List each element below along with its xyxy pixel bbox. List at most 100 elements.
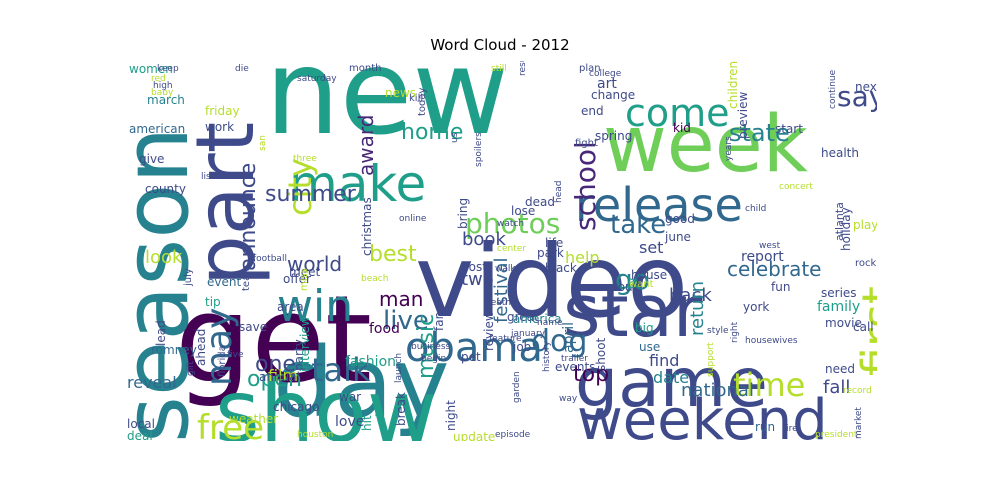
word-summer: summer	[265, 182, 357, 207]
word-one: one	[255, 352, 296, 377]
word-april: april	[561, 322, 577, 353]
word-atlanta: atlanta	[833, 202, 846, 241]
word-good: good	[665, 212, 695, 226]
word-open: open	[247, 367, 302, 392]
word-launch: launch	[394, 353, 404, 383]
word-two: two	[461, 269, 494, 290]
word-call: call	[853, 320, 874, 334]
word-war: war	[339, 390, 361, 404]
word-health: health	[821, 146, 859, 160]
word-give: give	[139, 152, 164, 166]
word-spoilers: spoilers	[474, 132, 484, 167]
word-housewives: housewives	[745, 336, 798, 346]
word-start: start	[775, 122, 803, 136]
word-life: life	[545, 236, 563, 250]
word-style: style	[707, 326, 729, 336]
word-list: list	[201, 172, 215, 182]
word-world: world	[287, 252, 342, 276]
word-york: york	[743, 300, 769, 314]
word-park: park	[537, 246, 564, 260]
word-america: america	[513, 312, 562, 326]
word-family: family	[817, 299, 860, 315]
word-love: love	[335, 414, 364, 430]
word-say: say	[837, 80, 877, 113]
word-help: help	[565, 248, 600, 267]
word-win: win	[277, 281, 353, 332]
word-host: host	[461, 260, 487, 274]
word-music: music	[414, 314, 439, 379]
word-area: area	[277, 300, 304, 314]
word-obama: obama	[405, 325, 543, 371]
word-review: review	[482, 311, 496, 351]
word-play: play	[853, 218, 877, 232]
word-year: year	[873, 202, 877, 256]
word-change: change	[591, 88, 635, 102]
word-festival: festival	[491, 257, 512, 323]
word-pet: pet	[461, 350, 481, 364]
word-man: man	[379, 287, 423, 311]
word-movie: movie	[825, 316, 862, 330]
word-star: star	[563, 269, 703, 353]
word-continue: continue	[828, 69, 838, 109]
word-first: first	[852, 286, 877, 376]
word-come: come	[625, 91, 730, 135]
word-feature: feature	[489, 334, 522, 344]
word-kid: kid	[673, 121, 691, 135]
word-us: us	[450, 132, 460, 143]
word-school: school	[569, 141, 602, 231]
word-events: events	[555, 360, 595, 374]
word-name: name	[537, 318, 563, 328]
word-award: award	[354, 115, 378, 176]
word-meet: meet	[289, 265, 320, 279]
word-interview: interview	[298, 316, 312, 372]
word-announce: announce	[236, 163, 261, 271]
word-american: american	[129, 122, 185, 136]
word-time: time	[733, 366, 805, 404]
word-college: college	[589, 69, 622, 79]
word-march: march	[147, 93, 185, 107]
word-preview: preview	[736, 92, 750, 139]
word-weekend: weekend	[577, 388, 828, 441]
word-walk: walk	[495, 264, 516, 274]
word-ahead: ahead	[194, 329, 208, 366]
word-june: june	[664, 230, 691, 244]
word-die: die	[235, 64, 249, 74]
word-state: state	[729, 119, 790, 147]
word-look: look	[145, 247, 183, 268]
word-part: part	[179, 122, 272, 286]
word-break: break	[394, 392, 408, 426]
word-news: news	[385, 86, 416, 100]
word-great: great	[507, 310, 539, 324]
word-run: run	[755, 420, 775, 434]
word-shoot: shoot	[594, 337, 608, 371]
word-save: save	[239, 320, 267, 334]
word-january: january	[510, 329, 546, 339]
word-children: children	[726, 61, 740, 109]
word-lose: lose	[511, 204, 535, 218]
word-need: need	[825, 362, 855, 376]
chart-title: Word Cloud - 2012	[430, 36, 570, 54]
word-end: end	[581, 104, 604, 118]
word-art: art	[597, 76, 617, 92]
word-fall: fall	[823, 377, 850, 398]
word-dog: dog	[531, 324, 587, 359]
word-release: release	[575, 178, 743, 232]
word-photos: photos	[465, 207, 560, 240]
word-red: red	[151, 74, 166, 84]
word-return: return	[687, 281, 708, 336]
word-top: top	[573, 362, 609, 387]
word-find: find	[649, 351, 679, 370]
word-san: san	[258, 135, 268, 151]
word-five: five	[227, 350, 244, 360]
word-day: day	[273, 327, 450, 439]
word-date: date	[653, 368, 689, 387]
word-child: child	[745, 204, 766, 214]
word-keep: keep	[157, 64, 179, 74]
word-game: game	[575, 344, 768, 423]
word-update: update	[453, 430, 495, 441]
word-west: west	[759, 241, 781, 251]
word-weather: weather	[229, 412, 278, 426]
word-fight: fight	[575, 138, 598, 149]
word-want: want	[629, 279, 654, 290]
word-deal: deal	[127, 429, 153, 441]
